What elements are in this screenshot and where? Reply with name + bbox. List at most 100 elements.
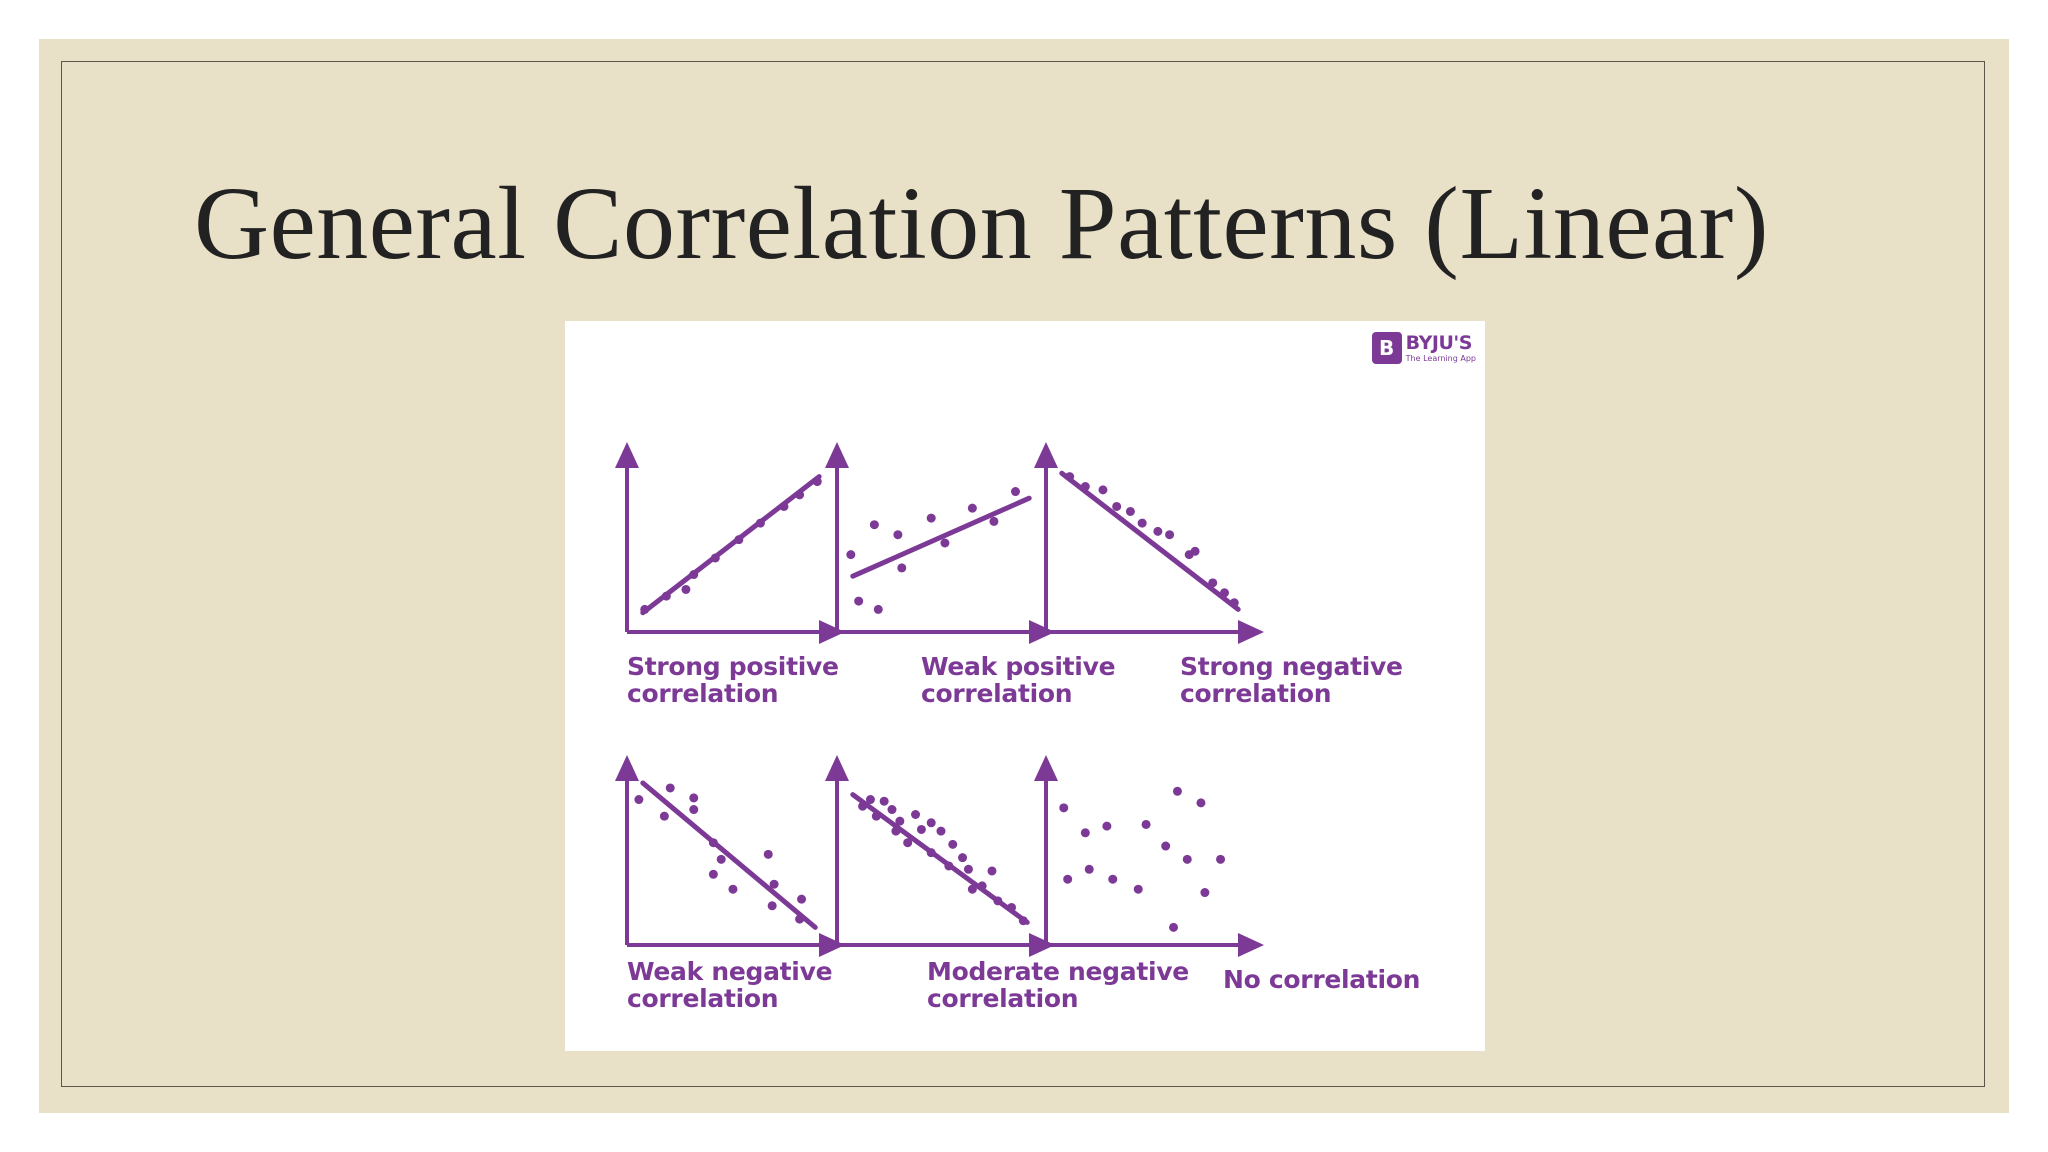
logo-mark: B	[1371, 332, 1402, 364]
weak-negative-trend-line	[640, 780, 818, 930]
weak-negative-point	[767, 901, 777, 911]
weak-negative-point	[708, 838, 718, 848]
strong-negative-point	[1080, 482, 1090, 492]
strong-positive-point	[710, 553, 720, 563]
strong-negative-point	[1219, 588, 1229, 598]
moderate-negative-point	[1007, 902, 1017, 912]
no-correlation-point	[1196, 798, 1206, 808]
no-correlation-point	[1200, 888, 1210, 898]
strong-positive-point	[661, 591, 671, 601]
moderate-negative-point	[993, 896, 1003, 906]
strong-positive-point	[779, 501, 789, 511]
panel-label-moderate-negative: Moderate negative correlation	[927, 957, 1189, 1013]
moderate-negative-point	[948, 839, 958, 849]
moderate-negative-y-arrow	[825, 755, 849, 781]
moderate-negative-point	[987, 866, 997, 876]
slide: General Correlation Patterns (Linear) B …	[39, 39, 2009, 1113]
strong-negative-point	[1125, 506, 1135, 516]
weak-negative-point	[689, 793, 699, 803]
no-correlation-point	[1059, 803, 1069, 813]
panel-label-weak-negative: Weak negative correlation	[627, 957, 833, 1013]
moderate-negative-point	[858, 801, 868, 811]
weak-positive-point	[967, 503, 977, 513]
strong-positive-point	[681, 584, 691, 594]
moderate-negative-point	[926, 818, 936, 828]
moderate-negative-point	[1018, 916, 1028, 926]
moderate-negative-point	[944, 861, 954, 871]
weak-positive-point	[926, 513, 936, 523]
strong-negative-trend-line	[1059, 470, 1241, 612]
weak-positive-point	[854, 596, 864, 606]
no-correlation-point	[1169, 922, 1179, 932]
no-correlation-point	[1182, 854, 1192, 864]
moderate-negative-point	[967, 884, 977, 894]
weak-negative-point	[797, 894, 807, 904]
strong-positive-x-arrow	[819, 620, 845, 644]
slide-title: General Correlation Patterns (Linear)	[194, 166, 1769, 281]
strong-negative-point	[1065, 472, 1075, 482]
slide-border	[61, 61, 1985, 1087]
weak-positive-point	[989, 516, 999, 526]
no-correlation-point	[1063, 874, 1073, 884]
logo-name: BYJU'S	[1405, 331, 1473, 354]
weak-positive-point	[873, 604, 883, 614]
correlation-plots	[615, 442, 1264, 957]
weak-negative-point	[708, 869, 718, 879]
correlation-patterns-figure: B BYJU'S The Learning App Strong positiv…	[565, 321, 1485, 1051]
weak-negative-point	[769, 879, 779, 889]
weak-positive-x-arrow	[1029, 620, 1055, 644]
moderate-negative-point	[865, 795, 875, 805]
panel-label-no-correlation: No correlation	[1223, 965, 1421, 994]
no-correlation-point	[1141, 819, 1151, 829]
weak-negative-point	[665, 783, 675, 793]
moderate-negative-point	[958, 853, 968, 863]
weak-negative-point	[763, 849, 773, 859]
strong-negative-point	[1208, 578, 1218, 588]
moderate-negative-point	[871, 811, 881, 821]
moderate-negative-point	[926, 848, 936, 858]
no-correlation-point	[1102, 821, 1112, 831]
strong-positive-y-arrow	[615, 442, 639, 468]
strong-negative-y-arrow	[1034, 442, 1058, 468]
no-correlation-point	[1216, 854, 1226, 864]
weak-positive-point	[893, 530, 903, 540]
panel-label-strong-negative: Strong negative correlation	[1180, 652, 1403, 708]
logo-text: BYJU'S The Learning App	[1405, 331, 1476, 363]
strong-positive-point	[795, 490, 805, 500]
no-correlation-point	[1133, 884, 1143, 894]
moderate-negative-point	[887, 805, 897, 815]
moderate-negative-point	[963, 864, 973, 874]
strong-negative-x-arrow	[1238, 620, 1264, 644]
moderate-negative-point	[895, 816, 905, 826]
moderate-negative-point	[911, 810, 921, 819]
moderate-negative-point	[977, 881, 987, 891]
strong-positive-point	[640, 604, 650, 614]
logo-tagline: The Learning App	[1405, 353, 1476, 363]
strong-positive-trend-line	[640, 474, 822, 616]
moderate-negative-point	[936, 826, 946, 836]
strong-positive-point	[734, 535, 744, 545]
weak-negative-x-arrow	[819, 933, 845, 957]
strong-negative-point	[1229, 598, 1239, 608]
weak-negative-point	[634, 795, 644, 805]
no-correlation-point	[1108, 874, 1118, 884]
no-correlation-y-arrow	[1034, 755, 1058, 781]
weak-negative-point	[795, 914, 805, 924]
no-correlation-point	[1172, 786, 1182, 796]
weak-positive-trend-line	[850, 495, 1032, 579]
strong-negative-point	[1137, 518, 1147, 528]
weak-negative-point	[659, 811, 669, 821]
weak-positive-y-arrow	[825, 442, 849, 468]
strong-negative-point	[1112, 501, 1122, 511]
panel-label-weak-positive: Weak positive correlation	[921, 652, 1116, 708]
strong-negative-point	[1098, 485, 1108, 495]
weak-negative-point	[728, 884, 738, 894]
panel-label-strong-positive: Strong positive correlation	[627, 652, 839, 708]
weak-positive-point	[940, 538, 950, 548]
no-correlation-point	[1161, 841, 1171, 851]
byjus-logo: B BYJU'S The Learning App	[1371, 331, 1476, 364]
strong-positive-point	[812, 477, 822, 487]
no-correlation-x-arrow	[1238, 933, 1264, 957]
moderate-negative-x-arrow	[1029, 933, 1055, 957]
weak-negative-point	[689, 805, 699, 815]
